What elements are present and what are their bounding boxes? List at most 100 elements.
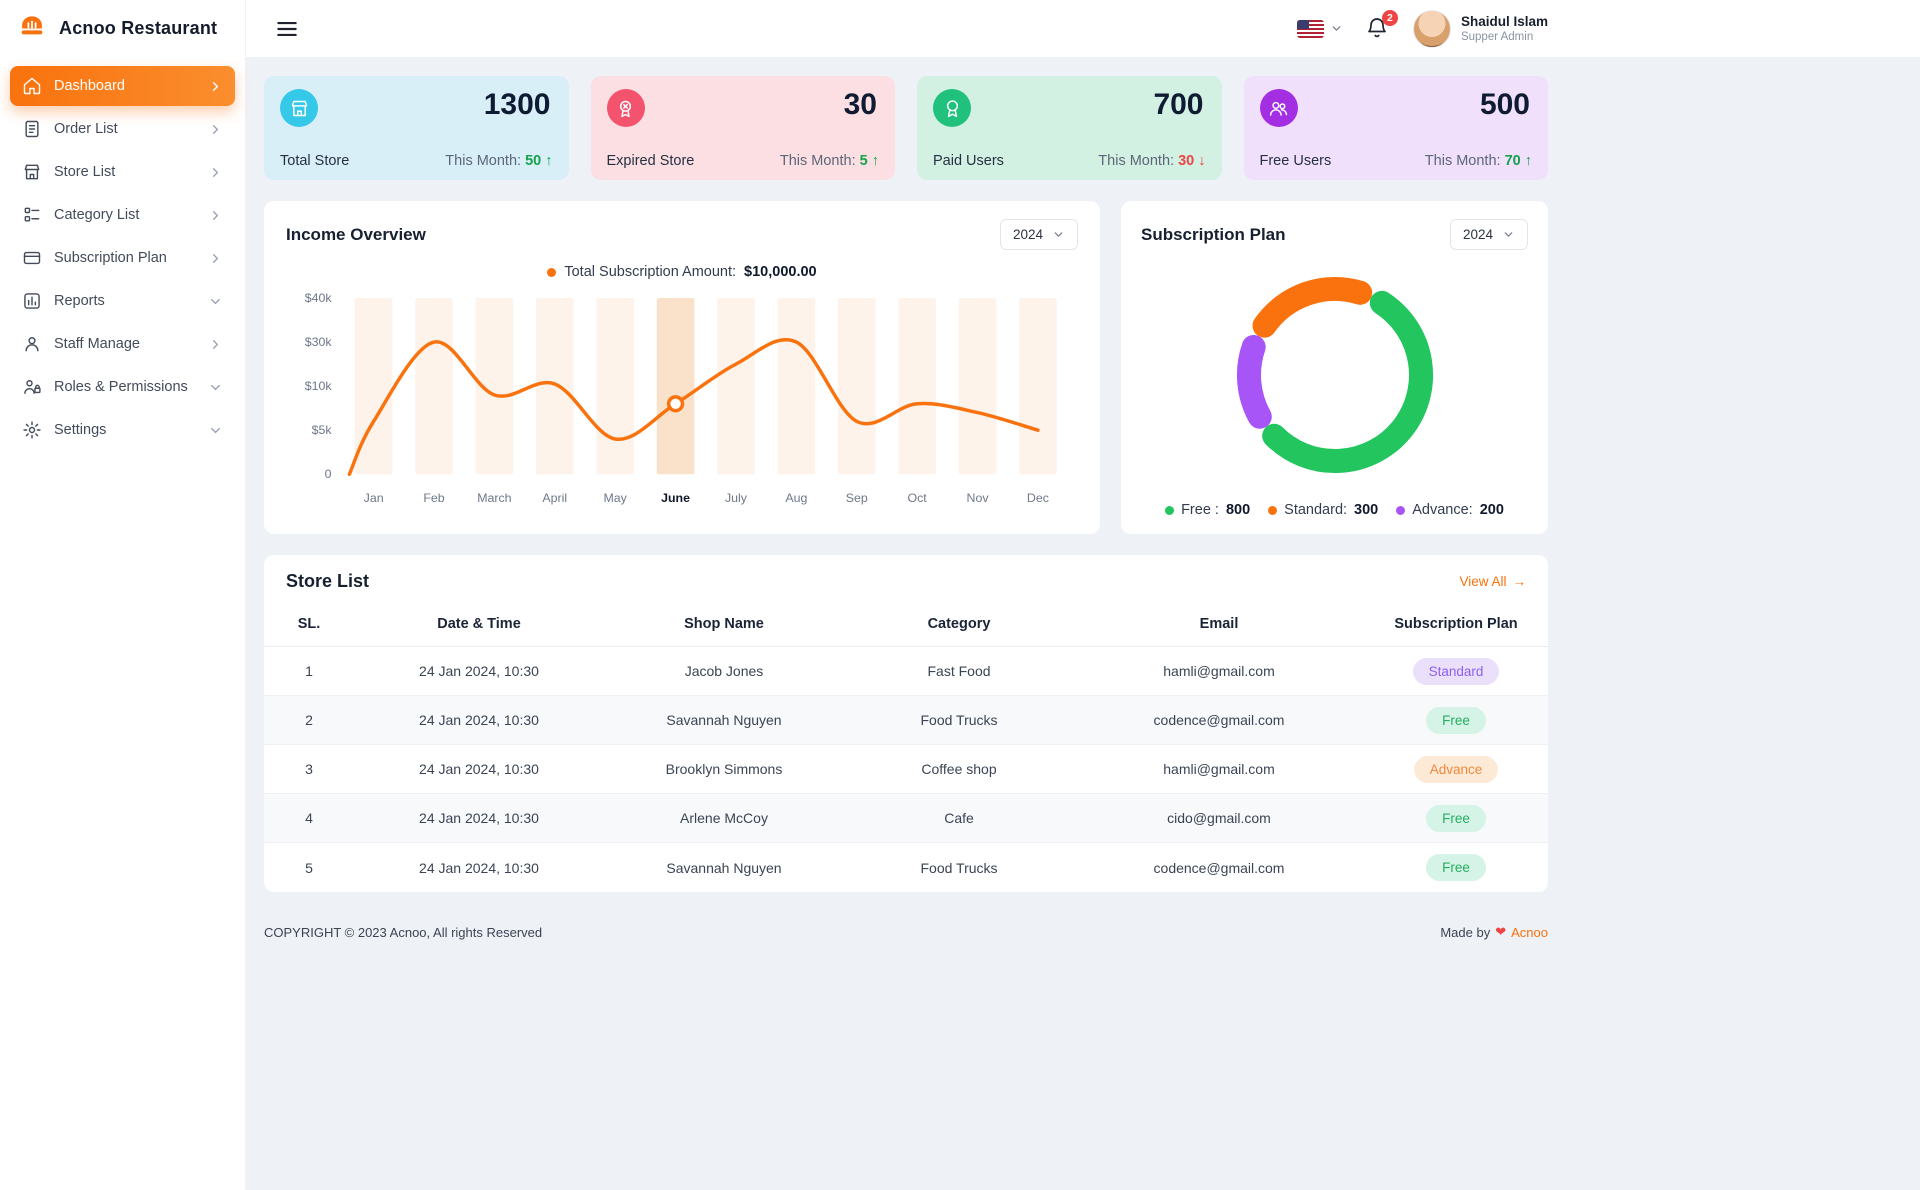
svg-text:$10k: $10k [305, 379, 333, 393]
chevron-down-icon [208, 294, 223, 309]
svg-text:Oct: Oct [908, 491, 928, 505]
svg-text:April: April [542, 491, 567, 505]
view-all-label: View All [1459, 574, 1507, 589]
svg-text:$40k: $40k [305, 291, 333, 305]
cell-category: Food Trucks [920, 859, 998, 876]
cell-email: hamli@gmail.com [1163, 663, 1275, 679]
page-footer: COPYRIGHT © 2023 Acnoo, All rights Reser… [264, 924, 1548, 960]
cell-sl: 5 [305, 859, 313, 876]
chevron-right-icon [208, 208, 223, 223]
stats-row: 1300 Total Store This Month: 50 ↑ 30 Expired… [264, 76, 1548, 180]
column-header-category: Category [927, 616, 991, 632]
avatar [1412, 9, 1451, 48]
sidebar-item-order-list[interactable]: Order List [10, 109, 235, 149]
sidebar-item-label: Settings [54, 422, 107, 438]
roles-permissions-icon [22, 377, 42, 397]
svg-text:Jan: Jan [364, 491, 384, 505]
cell-date: 24 Jan 2024, 10:30 [419, 859, 539, 876]
column-header-date-time: Date & Time [437, 616, 521, 632]
table-row: 2 24 Jan 2024, 10:30 Savannah Nguyen Food T… [264, 696, 1548, 745]
income-year-select[interactable]: 2024 [999, 219, 1078, 250]
cell-shop-name: Savannah Nguyen [666, 712, 782, 728]
sidebar-item-store-list[interactable]: Store List [10, 152, 235, 192]
chevron-right-icon [208, 337, 223, 352]
store-list-card: Store List View All → SL. Date & Time Shop… [264, 555, 1548, 892]
sidebar: Acnoo Restaurant Dashboard Order List Stor… [0, 0, 246, 1190]
svg-text:March: March [477, 491, 511, 505]
legend-dot-icon [1165, 505, 1175, 515]
subscription-year-value: 2024 [1462, 227, 1493, 242]
stat-card-total-store: 1300 Total Store This Month: 50 ↑ [264, 76, 569, 180]
cell-shop-name: Jacob Jones [684, 663, 764, 679]
sidebar-item-reports[interactable]: Reports [10, 281, 235, 321]
hamburger-menu-icon[interactable] [274, 16, 300, 42]
column-header-shop-name: Shop Name [684, 616, 764, 632]
subscription-year-select[interactable]: 2024 [1449, 219, 1528, 250]
legend-value: 800 [1225, 502, 1251, 518]
legend-value: 200 [1479, 502, 1504, 518]
table-header: SL. Date & Time Shop Name Category Email Subs… [264, 606, 1548, 647]
cell-date: 24 Jan 2024, 10:30 [419, 761, 539, 777]
cell-shop-name: Savannah Nguyen [666, 859, 782, 876]
subscription-badge: Free [1426, 706, 1486, 734]
column-header-subscription-plan: Subscription Plan [1394, 616, 1518, 632]
store-icon [280, 89, 318, 127]
column-header-sl: SL. [297, 616, 321, 632]
user-role: Supper Admin [1460, 30, 1534, 43]
sidebar-item-staff-manage[interactable]: Staff Manage [10, 324, 235, 364]
cell-date: 24 Jan 2024, 10:30 [419, 663, 539, 679]
cell-email: codence@gmail.com [1153, 859, 1285, 876]
cell-date: 24 Jan 2024, 10:30 [419, 810, 539, 826]
sidebar-item-dashboard[interactable]: Dashboard [10, 66, 235, 106]
stat-card-free-users: 500 Free Users This Month: 70 ↑ [1243, 76, 1548, 180]
user-menu[interactable]: Shaidul Islam Supper Admin [1412, 9, 1548, 48]
cell-sl: 2 [305, 712, 313, 728]
sidebar-item-label: Reports [54, 293, 105, 309]
sidebar-item-roles-permissions[interactable]: Roles & Permissions [10, 367, 235, 407]
sidebar-item-settings[interactable]: Settings [10, 410, 235, 450]
brand-name: Acnoo Restaurant [59, 18, 218, 38]
stat-card-paid-users: 700 Paid Users This Month: 30 ↓ [917, 76, 1222, 180]
legend-label: Advance: [1412, 502, 1473, 518]
sidebar-item-label: Roles & Permissions [54, 379, 188, 395]
cell-date: 24 Jan 2024, 10:30 [419, 712, 539, 728]
trend-up-icon: ↑ [545, 153, 553, 169]
view-all-link[interactable]: View All → [1459, 574, 1526, 589]
income-legend: Total Subscription Amount: $10,000.00 [286, 264, 1078, 280]
cell-category: Coffee shop [921, 761, 997, 777]
arrow-right-icon: → [1512, 574, 1527, 589]
sidebar-item-label: Subscription Plan [54, 250, 167, 266]
subscription-badge: Free [1426, 854, 1486, 881]
legend-dot-icon [547, 267, 557, 277]
table-row: 1 24 Jan 2024, 10:30 Jacob Jones Fast Food h… [264, 647, 1548, 696]
subscription-badge: Advance [1413, 755, 1499, 783]
brand: Acnoo Restaurant [0, 0, 245, 57]
income-year-value: 2024 [1012, 227, 1043, 242]
stat-label: Total Store [280, 153, 350, 169]
language-selector[interactable] [1296, 19, 1343, 38]
legend-label: Total Subscription Amount: [564, 264, 737, 280]
svg-text:June: June [661, 491, 690, 505]
sidebar-item-label: Staff Manage [54, 336, 140, 352]
svg-text:0: 0 [325, 467, 332, 481]
sidebar-item-label: Order List [54, 121, 118, 137]
reports-icon [22, 291, 42, 311]
legend-value: 300 [1354, 502, 1379, 518]
cell-sl: 3 [305, 761, 313, 777]
svg-text:Feb: Feb [423, 491, 444, 505]
legend-item-standard: Standard: 300 [1268, 502, 1378, 518]
stat-value: 1300 [483, 88, 551, 121]
sidebar-item-category-list[interactable]: Category List [10, 195, 235, 235]
heart-icon: ❤ [1495, 924, 1507, 939]
notifications-button[interactable]: 2 [1365, 9, 1398, 42]
legend-item-advance: Advance: 200 [1396, 502, 1504, 518]
table-row: 5 24 Jan 2024, 10:30 Savannah Nguyen Food T… [264, 843, 1548, 892]
cell-email: hamli@gmail.com [1163, 761, 1275, 777]
made-by-brand[interactable]: Acnoo [1511, 924, 1548, 940]
legend-item-free: Free : 800 [1165, 502, 1250, 518]
subscription-badge: Free [1426, 804, 1486, 832]
sidebar-item-subscription-plan[interactable]: Subscription Plan [10, 238, 235, 278]
svg-text:$5k: $5k [312, 423, 333, 437]
chevron-down-icon [1502, 228, 1515, 241]
chevron-right-icon [208, 79, 223, 94]
